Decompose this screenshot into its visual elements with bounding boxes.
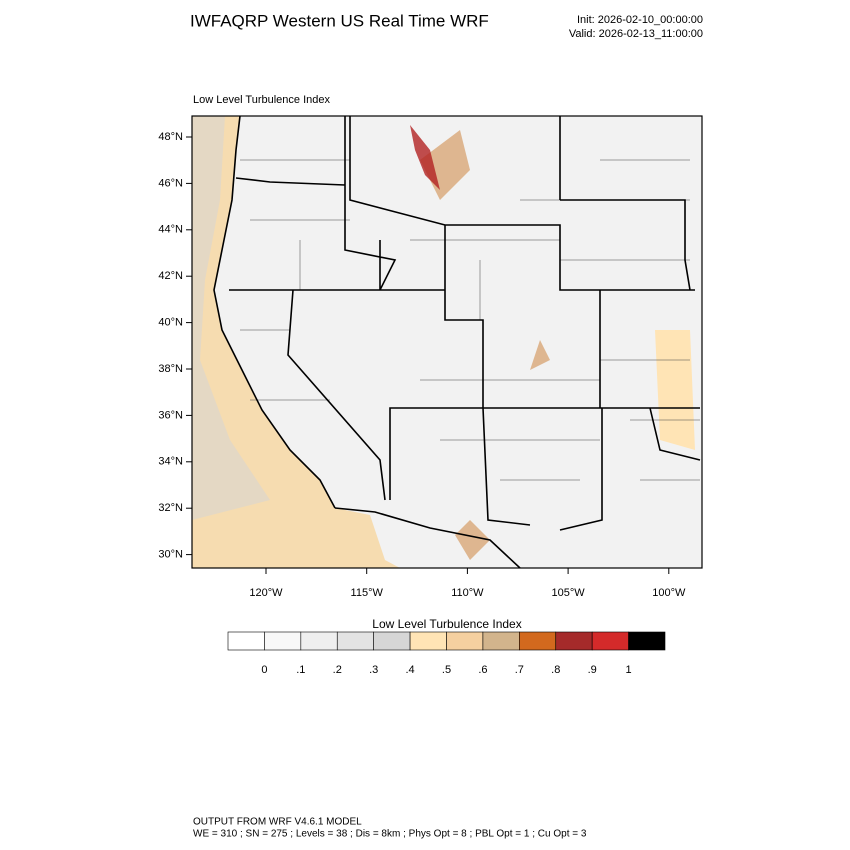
colorbar-swatch xyxy=(446,631,484,651)
lon-label: 120°W xyxy=(249,587,283,599)
colorbar-swatch xyxy=(519,631,557,651)
turbulence-patch xyxy=(655,330,695,450)
colorbar-swatch xyxy=(227,631,265,651)
lat-label: 32°N xyxy=(158,502,183,514)
colorbar-swatch xyxy=(628,631,666,651)
lat-label: 42°N xyxy=(158,270,183,282)
colorbar-swatch xyxy=(482,631,520,651)
colorbar-swatch xyxy=(373,631,411,651)
colorbar-swatch xyxy=(409,631,447,651)
colorbar-label: .2 xyxy=(333,664,342,676)
colorbar-swatch xyxy=(555,631,593,651)
colorbar-swatch xyxy=(264,631,302,651)
colorbar-label: .8 xyxy=(551,664,560,676)
lon-label: 115°W xyxy=(351,587,384,599)
turbulence-patch xyxy=(410,125,440,190)
init-time: Init: 2026-02-10_00:00:00 xyxy=(577,14,703,26)
map xyxy=(191,115,703,569)
colorbar-swatch xyxy=(300,631,338,651)
colorbar-label: 0 xyxy=(261,664,267,676)
lat-label: 36°N xyxy=(158,409,183,421)
title: IWFAQRP Western US Real Time WRF xyxy=(190,11,489,30)
lon-label: 105°W xyxy=(552,587,586,599)
map-frame xyxy=(191,115,703,569)
colorbar-label: .7 xyxy=(515,664,524,676)
footer-model: OUTPUT FROM WRF V4.6.1 MODEL xyxy=(193,817,362,828)
lat-label: 34°N xyxy=(158,456,183,468)
colorbar-label: .3 xyxy=(369,664,378,676)
colorbar-title: Low Level Turbulence Index xyxy=(372,617,521,631)
colorbar-label: .1 xyxy=(296,664,305,676)
coastline xyxy=(213,115,336,509)
colorbar-swatch xyxy=(336,631,374,651)
map-subtitle: Low Level Turbulence Index xyxy=(193,94,330,106)
lat-label: 30°N xyxy=(158,549,183,561)
colorbar-swatch xyxy=(591,631,629,651)
colorbar-label: .5 xyxy=(442,664,451,676)
lat-label: 46°N xyxy=(158,177,183,189)
ocean xyxy=(192,116,400,568)
footer-settings: WE = 310 ; SN = 275 ; Levels = 38 ; Dis … xyxy=(193,829,587,840)
colorbar-label: .9 xyxy=(588,664,597,676)
colorbar-label: 1 xyxy=(626,664,632,676)
lat-label: 40°N xyxy=(158,317,183,329)
ocean-shade xyxy=(192,116,270,520)
colorbar-label: .6 xyxy=(478,664,487,676)
valid-time: Valid: 2026-02-13_11:00:00 xyxy=(569,28,703,40)
lat-label: 38°N xyxy=(158,363,183,375)
lon-label: 110°W xyxy=(451,587,484,599)
lat-label: 48°N xyxy=(158,131,183,143)
colorbar-label: .4 xyxy=(405,664,414,676)
lon-label: 100°W xyxy=(652,587,686,599)
lat-label: 44°N xyxy=(158,224,183,236)
state-borders xyxy=(229,116,701,569)
